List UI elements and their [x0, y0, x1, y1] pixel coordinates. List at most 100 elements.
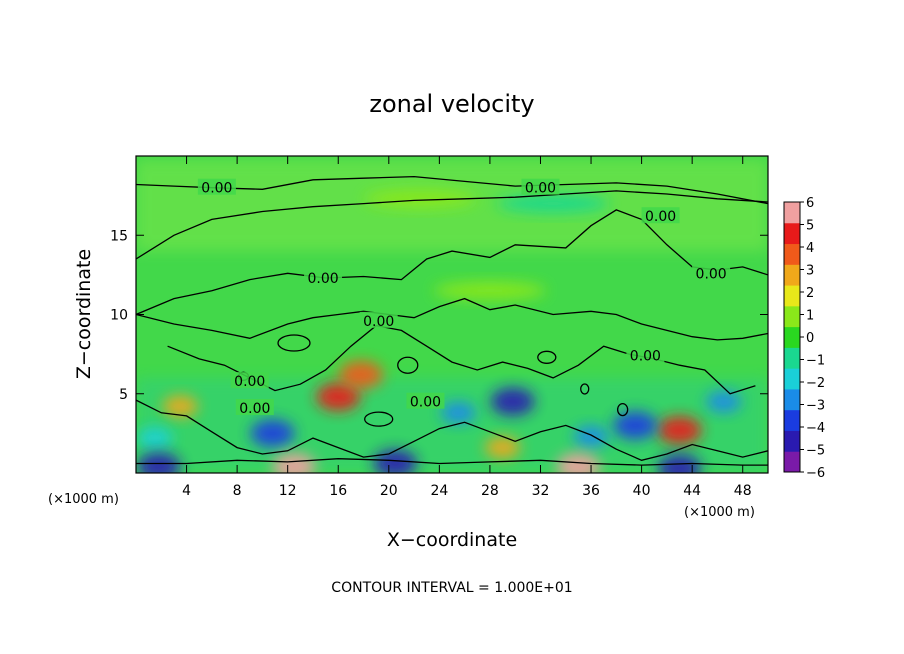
contour-loop — [616, 402, 629, 417]
heat-feature — [250, 419, 295, 448]
y-tick-label: 10 — [110, 308, 128, 324]
heat-feature — [490, 387, 535, 416]
contour-label-bg — [197, 178, 236, 195]
colorbar-segment — [784, 347, 800, 369]
contour-loop — [397, 356, 419, 374]
colorbar-segment — [784, 409, 800, 431]
contour-label-bg — [521, 178, 560, 195]
heat-feature — [338, 360, 383, 389]
x-tick-label: 4 — [182, 483, 191, 499]
colorbar-tick-label: −3 — [806, 399, 825, 414]
colorbar-segment — [784, 368, 800, 390]
contour-loop — [277, 334, 311, 352]
colorbar-segment — [784, 285, 800, 307]
heat-feature — [136, 452, 181, 473]
colorbar-segment — [784, 430, 800, 452]
colorbar: 6 5 4 3 2 1 0 −1 −2 −3 −4 −5 −6 — [783, 196, 825, 481]
contour-label-bg — [230, 372, 269, 389]
heat-feature — [316, 382, 361, 411]
heat-feature — [364, 189, 477, 209]
contour-label-bg — [304, 269, 343, 286]
x-tick-label: 40 — [633, 483, 651, 499]
x-axis-label: X−coordinate — [387, 529, 517, 551]
y-tick-label: 5 — [119, 387, 128, 403]
x-tick-label: 20 — [380, 483, 398, 499]
colorbar-tick-label: 3 — [806, 264, 814, 279]
heat-feature — [433, 281, 546, 301]
contour-loop — [364, 411, 394, 427]
colorbar-segment — [784, 243, 800, 265]
colorbar-tick-label: −6 — [806, 466, 825, 481]
contour-loop — [580, 383, 590, 395]
x-tick-label: 16 — [329, 483, 347, 499]
x-unit-right: (×1000 m) — [684, 505, 755, 520]
colorbar-segment — [784, 222, 800, 245]
contour-label: 0.00 — [525, 181, 556, 197]
contour-label-bg — [692, 264, 731, 281]
x-tick-label: 48 — [734, 483, 752, 499]
heat-feature — [162, 395, 198, 418]
contour-line — [136, 297, 768, 341]
colorbar-tick-label: 4 — [806, 241, 814, 256]
colorbar-tick-label: −4 — [806, 421, 825, 436]
contour-label-bg — [626, 346, 665, 363]
x-tick-label: 12 — [279, 483, 297, 499]
contour-label-bg — [359, 311, 398, 328]
colorbar-segment — [784, 388, 800, 411]
contour-label-bg — [406, 392, 445, 409]
heat-feature — [497, 193, 610, 214]
colorbar-tick-label: 5 — [806, 219, 814, 234]
contour-interval-note: CONTOUR INTERVAL = 1.000E+01 — [331, 580, 572, 596]
contour-line — [136, 399, 768, 461]
heat-feature — [613, 411, 658, 440]
x-tick-label: 32 — [532, 483, 550, 499]
heat-feature — [556, 452, 601, 473]
contour-label: 0.00 — [234, 374, 265, 390]
contour-line — [136, 458, 768, 466]
heat-feature — [272, 452, 316, 473]
x-tick-label: 28 — [481, 483, 499, 499]
x-tick-label: 24 — [430, 483, 448, 499]
colorbar-tick-label: −5 — [806, 444, 825, 459]
contour-label: 0.00 — [696, 266, 727, 282]
contour-label: 0.00 — [410, 395, 441, 411]
colorbar-segment — [784, 305, 800, 328]
contour-loop — [537, 350, 557, 364]
plot-area: 0.00 0.00 0.00 0.00 0.00 0.00 0.00 0.00 0.00 0.00 — [135, 155, 769, 474]
x-tick-label: 8 — [233, 483, 242, 499]
contour-label: 0.00 — [630, 349, 661, 365]
contour-label: 0.00 — [363, 314, 394, 330]
contour-label-bg — [235, 399, 274, 416]
x-tick-label: 44 — [683, 483, 701, 499]
contour-label: 0.00 — [307, 271, 338, 287]
colorbar-segment — [784, 264, 800, 286]
contour-label: 0.00 — [201, 181, 232, 197]
colorbar-tick-label: 0 — [806, 331, 814, 346]
chart-title: zonal velocity — [369, 90, 534, 118]
contour-line — [136, 209, 768, 316]
colorbar-tick-label: 6 — [806, 196, 814, 211]
heat-feature — [484, 436, 521, 459]
colorbar-segment — [784, 326, 800, 348]
heat-feature — [657, 416, 702, 445]
colorbar-tick-label: −1 — [806, 354, 825, 369]
colorbar-segment — [784, 451, 800, 473]
heat-feature — [137, 426, 173, 450]
heat-feature — [706, 390, 742, 413]
colorbar-tick-label: −2 — [806, 376, 825, 391]
heat-feature — [657, 454, 702, 473]
colorbar-tick-label: 1 — [806, 309, 814, 324]
y-tick-label: 15 — [110, 228, 128, 244]
contour-label-bg — [641, 207, 680, 224]
heat-feature — [573, 425, 609, 448]
y-axis-label: Z−coordinate — [73, 249, 95, 379]
contour-label: 0.00 — [239, 401, 270, 417]
contour-label: 0.00 — [645, 209, 676, 225]
contour-line — [136, 190, 768, 260]
colorbar-tick-label: 2 — [806, 286, 814, 301]
colorbar-segment — [784, 202, 800, 224]
x-tick-label: 36 — [582, 483, 600, 499]
heat-feature — [440, 401, 476, 424]
x-unit-left: (×1000 m) — [48, 492, 119, 507]
